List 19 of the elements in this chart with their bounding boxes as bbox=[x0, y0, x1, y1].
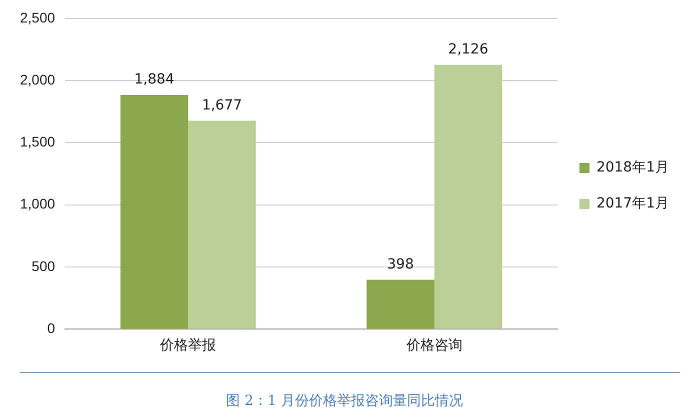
y-tick-label: 2,000 bbox=[20, 71, 56, 88]
caption: 图 2：1 月份价格举报咨询量同比情况 bbox=[225, 392, 464, 410]
y-tick-label: 0 bbox=[47, 320, 56, 336]
y-tick-label: 1,500 bbox=[20, 134, 56, 150]
bar bbox=[188, 120, 256, 329]
bar bbox=[434, 64, 502, 329]
x-tick-label: 价格举报 bbox=[159, 336, 216, 352]
y-tick-label: 2,500 bbox=[20, 9, 56, 26]
x-tick-label: 价格咨询 bbox=[405, 336, 462, 352]
data-label: 1,884 bbox=[134, 72, 174, 88]
y-tick-label: 500 bbox=[32, 258, 56, 274]
bar bbox=[120, 94, 188, 329]
data-label: 398 bbox=[387, 256, 414, 272]
bar bbox=[366, 280, 434, 329]
legend-label: 2017年1月 bbox=[596, 196, 670, 212]
legend-label: 2018年1月 bbox=[596, 160, 670, 176]
data-label: 2,126 bbox=[448, 42, 488, 58]
y-tick-label: 1,000 bbox=[20, 196, 56, 212]
data-label: 1,677 bbox=[202, 97, 242, 114]
